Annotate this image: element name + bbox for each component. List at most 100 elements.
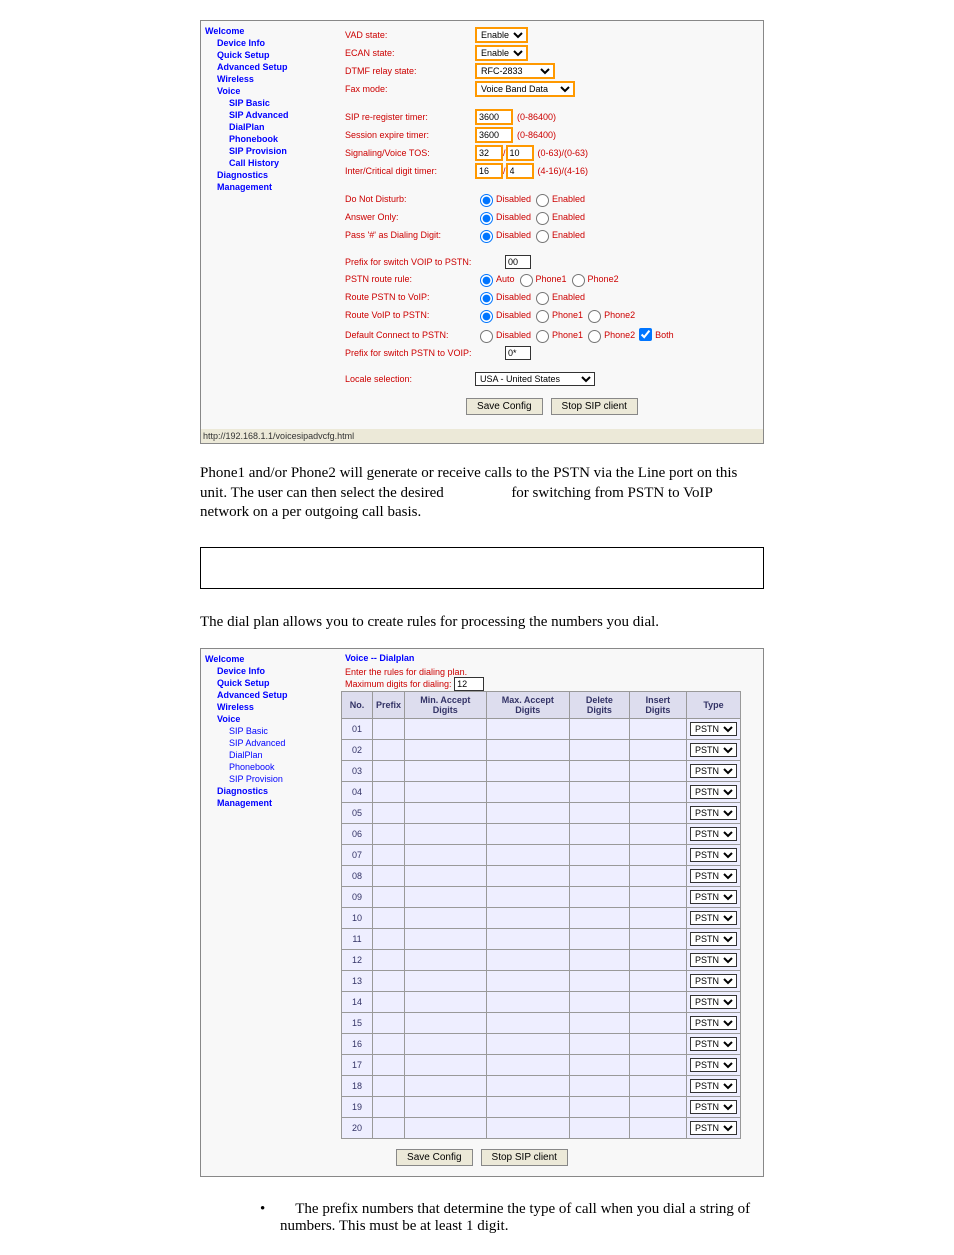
min-cell[interactable] (405, 740, 487, 761)
nav-sip-provision[interactable]: SIP Provision (205, 145, 335, 157)
type-cell[interactable]: PSTN (686, 971, 740, 992)
type-select[interactable]: PSTN (690, 848, 737, 862)
min-cell[interactable] (405, 1055, 487, 1076)
del-cell[interactable] (570, 845, 630, 866)
nav-dialplan[interactable]: DialPlan (205, 121, 335, 133)
type-select[interactable]: PSTN (690, 785, 737, 799)
prefix-cell[interactable] (373, 887, 405, 908)
min-cell[interactable] (405, 824, 487, 845)
pvp-input[interactable] (505, 255, 531, 269)
prefix-cell[interactable] (373, 908, 405, 929)
del-cell[interactable] (570, 950, 630, 971)
defc-disabled-radio[interactable] (480, 330, 493, 343)
digit-input2[interactable] (506, 163, 534, 179)
del-cell[interactable] (570, 887, 630, 908)
nav2-dialplan[interactable]: DialPlan (205, 749, 335, 761)
del-cell[interactable] (570, 1076, 630, 1097)
del-cell[interactable] (570, 719, 630, 740)
del-cell[interactable] (570, 761, 630, 782)
prefix-cell[interactable] (373, 782, 405, 803)
nav2-welcome[interactable]: Welcome (205, 653, 335, 665)
type-select[interactable]: PSTN (690, 974, 737, 988)
nav-wireless[interactable]: Wireless (205, 73, 335, 85)
rvp-disabled-radio[interactable] (480, 310, 493, 323)
type-select[interactable]: PSTN (690, 890, 737, 904)
nav2-management[interactable]: Management (205, 797, 335, 809)
max-cell[interactable] (486, 887, 569, 908)
max-cell[interactable] (486, 1055, 569, 1076)
min-cell[interactable] (405, 1097, 487, 1118)
ppv-input[interactable] (505, 346, 531, 360)
max-cell[interactable] (486, 1097, 569, 1118)
nav2-sip-basic[interactable]: SIP Basic (205, 725, 335, 737)
nav2-sip-provision[interactable]: SIP Provision (205, 773, 335, 785)
prefix-cell[interactable] (373, 1097, 405, 1118)
rpv-disabled-radio[interactable] (480, 292, 493, 305)
del-cell[interactable] (570, 866, 630, 887)
type-select[interactable]: PSTN (690, 806, 737, 820)
type-cell[interactable]: PSTN (686, 1118, 740, 1139)
max-cell[interactable] (486, 908, 569, 929)
type-cell[interactable]: PSTN (686, 845, 740, 866)
type-cell[interactable]: PSTN (686, 782, 740, 803)
min-cell[interactable] (405, 845, 487, 866)
ins-cell[interactable] (629, 782, 686, 803)
nav2-sip-advanced[interactable]: SIP Advanced (205, 737, 335, 749)
del-cell[interactable] (570, 1034, 630, 1055)
min-cell[interactable] (405, 866, 487, 887)
type-cell[interactable]: PSTN (686, 824, 740, 845)
del-cell[interactable] (570, 824, 630, 845)
stop-sip-button[interactable]: Stop SIP client (551, 398, 638, 415)
type-cell[interactable]: PSTN (686, 950, 740, 971)
nav2-phonebook[interactable]: Phonebook (205, 761, 335, 773)
min-cell[interactable] (405, 782, 487, 803)
prefix-cell[interactable] (373, 992, 405, 1013)
type-select[interactable]: PSTN (690, 827, 737, 841)
vad-select[interactable]: Enable (475, 27, 528, 43)
pstn-p2-radio[interactable] (572, 274, 585, 287)
type-select[interactable]: PSTN (690, 1016, 737, 1030)
ins-cell[interactable] (629, 1118, 686, 1139)
del-cell[interactable] (570, 1055, 630, 1076)
max-cell[interactable] (486, 929, 569, 950)
nav-sip-basic[interactable]: SIP Basic (205, 97, 335, 109)
rvp-p2-radio[interactable] (588, 310, 601, 323)
prefix-cell[interactable] (373, 1013, 405, 1034)
ins-cell[interactable] (629, 824, 686, 845)
max-cell[interactable] (486, 1013, 569, 1034)
type-cell[interactable]: PSTN (686, 719, 740, 740)
max-cell[interactable] (486, 1076, 569, 1097)
max-cell[interactable] (486, 1118, 569, 1139)
nav-welcome[interactable]: Welcome (205, 25, 335, 37)
max-cell[interactable] (486, 950, 569, 971)
type-cell[interactable]: PSTN (686, 740, 740, 761)
min-cell[interactable] (405, 1076, 487, 1097)
ins-cell[interactable] (629, 1013, 686, 1034)
del-cell[interactable] (570, 1118, 630, 1139)
ins-cell[interactable] (629, 740, 686, 761)
ins-cell[interactable] (629, 929, 686, 950)
ins-cell[interactable] (629, 803, 686, 824)
nav-management[interactable]: Management (205, 181, 335, 193)
max-cell[interactable] (486, 719, 569, 740)
type-select[interactable]: PSTN (690, 764, 737, 778)
min-cell[interactable] (405, 929, 487, 950)
ins-cell[interactable] (629, 866, 686, 887)
type-select[interactable]: PSTN (690, 1079, 737, 1093)
type-cell[interactable]: PSTN (686, 908, 740, 929)
prefix-cell[interactable] (373, 1076, 405, 1097)
dp-stop-button[interactable]: Stop SIP client (481, 1149, 568, 1166)
pass-enabled-radio[interactable] (536, 230, 549, 243)
nav2-diagnostics[interactable]: Diagnostics (205, 785, 335, 797)
nav2-voice[interactable]: Voice (205, 713, 335, 725)
prefix-cell[interactable] (373, 845, 405, 866)
del-cell[interactable] (570, 929, 630, 950)
min-cell[interactable] (405, 1034, 487, 1055)
pass-disabled-radio[interactable] (480, 230, 493, 243)
ins-cell[interactable] (629, 887, 686, 908)
prefix-cell[interactable] (373, 1034, 405, 1055)
nav-device-info[interactable]: Device Info (205, 37, 335, 49)
max-cell[interactable] (486, 824, 569, 845)
prefix-cell[interactable] (373, 824, 405, 845)
prefix-cell[interactable] (373, 740, 405, 761)
